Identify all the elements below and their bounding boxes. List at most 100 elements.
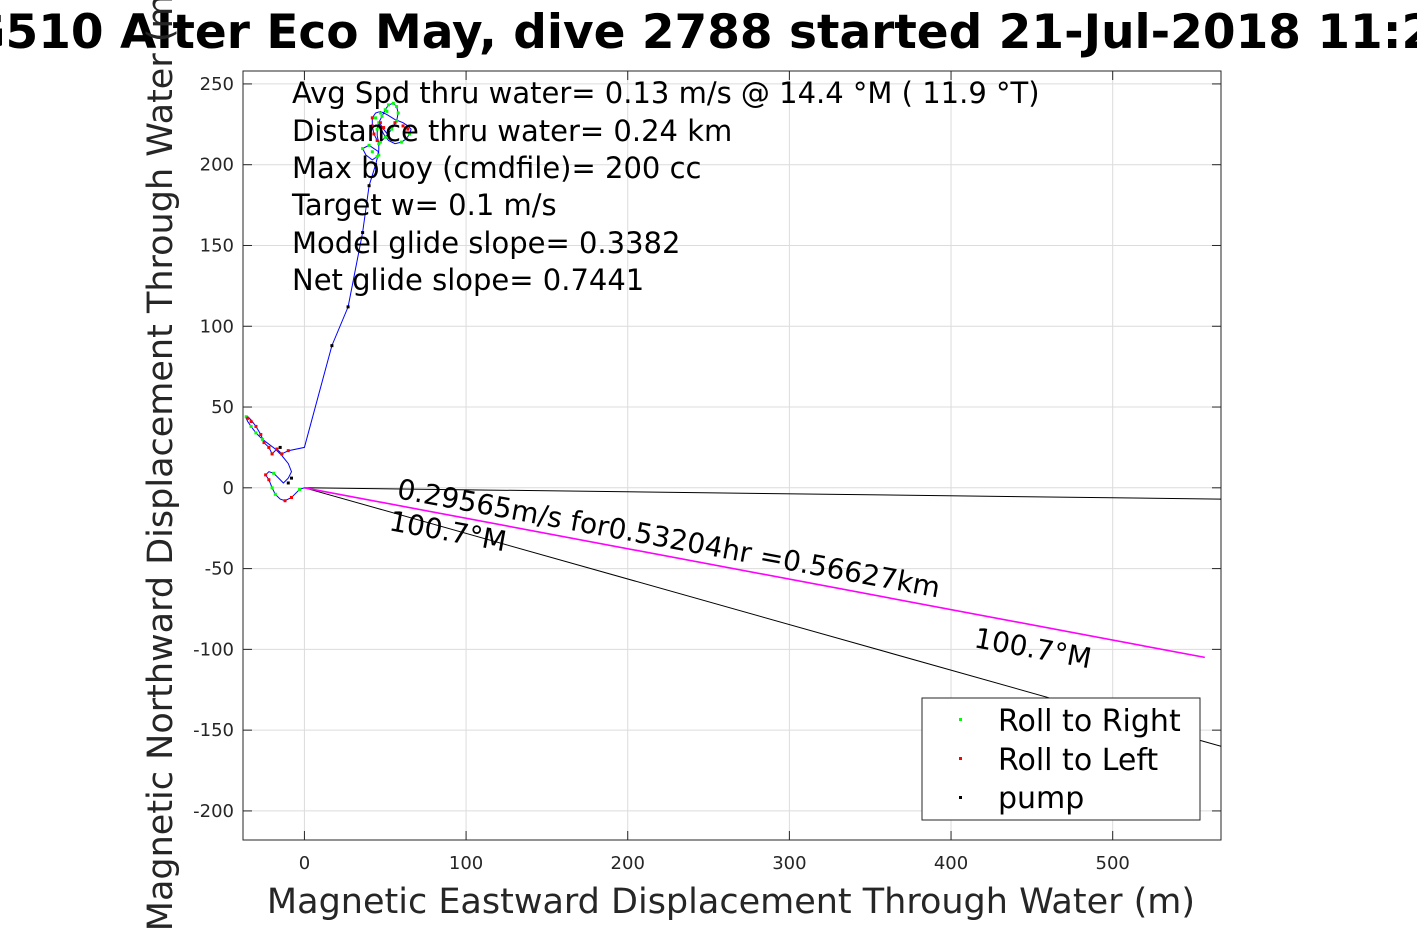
- roll-right-point: [260, 437, 264, 441]
- pump-point: [346, 305, 350, 309]
- roll-left-point: [267, 445, 271, 449]
- roll-right-point: [386, 103, 390, 107]
- plot-marks: [244, 101, 1221, 747]
- annotation-line: Net glide slope= 0.7441: [292, 263, 644, 297]
- legend-marker-pump: [959, 796, 962, 799]
- y-tick-label: 100: [200, 316, 234, 337]
- roll-right-point: [298, 487, 302, 491]
- roll-left-point: [378, 121, 382, 125]
- x-axis-label: Magnetic Eastward Displacement Through W…: [267, 882, 1195, 922]
- y-axis-label: Magnetic Northward Displacement Through …: [141, 0, 181, 931]
- chart-title: SG510 Alter Eco May, dive 2788 started 2…: [0, 5, 1417, 60]
- roll-left-point: [401, 124, 405, 128]
- roll-right-point: [404, 137, 408, 141]
- roll-right-point: [383, 135, 387, 139]
- roll-right-point: [391, 101, 395, 105]
- y-tick-label: 200: [200, 155, 234, 176]
- pump-point: [289, 476, 293, 480]
- roll-left-point: [406, 127, 410, 131]
- roll-left-point: [386, 132, 390, 136]
- annotation-line: Target w= 0.1 m/s: [291, 188, 557, 222]
- axis-tick-labels: 0 100 200 300 400 500250200150100500-50-100-1…: [193, 74, 1130, 874]
- roll-right-point: [374, 116, 378, 120]
- legend-label: pump: [998, 781, 1084, 816]
- legend-marker-roll-right: [959, 718, 962, 721]
- roll-left-point: [280, 452, 284, 456]
- y-tick-label: -50: [205, 559, 234, 580]
- roll-left-point: [382, 126, 386, 130]
- x-tick-label: 500: [1096, 853, 1130, 874]
- roll-left-point: [375, 138, 379, 142]
- legend: Roll to Right Roll to Left pump: [921, 697, 1201, 821]
- roll-left-point: [289, 496, 293, 500]
- roll-right-point: [370, 150, 374, 154]
- annotation-line: Distance thru water= 0.24 km: [292, 114, 732, 148]
- legend-marker-roll-left: [959, 757, 962, 760]
- roll-left-point: [270, 452, 274, 456]
- heading-label: 100.7°M: [972, 621, 1094, 675]
- y-tick-label: 50: [211, 397, 234, 418]
- annotation-line: Avg Spd thru water= 0.13 m/s @ 14.4 °M (…: [292, 76, 1040, 110]
- pump-point: [374, 163, 378, 167]
- roll-left-point: [267, 478, 271, 482]
- roll-right-point: [375, 155, 379, 159]
- x-tick-label: 0: [299, 853, 310, 874]
- roll-left-point: [286, 449, 290, 453]
- roll-right-point: [399, 140, 403, 144]
- roll-right-point: [390, 127, 394, 131]
- legend-box: [921, 697, 1201, 821]
- roll-left-point: [262, 441, 266, 445]
- x-tick-label: 300: [772, 853, 806, 874]
- pump-point: [286, 481, 290, 485]
- y-tick-label: 250: [200, 74, 234, 95]
- roll-right-point: [273, 492, 277, 496]
- y-tick-label: -100: [193, 639, 234, 660]
- y-tick-label: -150: [193, 720, 234, 741]
- roll-right-point: [378, 111, 382, 115]
- roll-left-point: [372, 132, 376, 136]
- legend-label: Roll to Right: [998, 704, 1181, 739]
- roll-right-point: [254, 431, 258, 435]
- roll-right-point: [249, 424, 253, 428]
- roll-right-point: [244, 415, 248, 419]
- roll-right-point: [361, 147, 365, 151]
- roll-left-point: [246, 416, 250, 420]
- pump-point: [330, 344, 334, 348]
- annotation-line: Model glide slope= 0.3382: [292, 226, 680, 260]
- roll-right-point: [270, 486, 274, 490]
- roll-left-point: [249, 420, 253, 424]
- roll-right-point: [377, 153, 381, 157]
- roll-left-point: [275, 447, 279, 451]
- x-tick-label: 100: [449, 853, 483, 874]
- y-tick-label: -200: [193, 801, 234, 822]
- legend-label: Roll to Left: [998, 743, 1158, 778]
- annotation-block: Avg Spd thru water= 0.13 m/s @ 14.4 °M (…: [291, 76, 1040, 297]
- roll-right-point: [395, 119, 399, 123]
- axis-ticks: [243, 71, 1221, 840]
- roll-right-point: [383, 108, 387, 112]
- pump-point: [361, 231, 365, 235]
- roll-left-point: [259, 432, 263, 436]
- roll-right-point: [377, 142, 381, 146]
- roll-right-point: [377, 121, 381, 125]
- x-tick-label: 400: [934, 853, 968, 874]
- y-tick-label: 150: [200, 235, 234, 256]
- roll-left-point: [370, 116, 374, 120]
- pump-point: [367, 184, 371, 188]
- roll-right-point: [378, 140, 382, 144]
- roll-left-point: [254, 424, 258, 428]
- roll-right-point: [396, 111, 400, 115]
- roll-left-point: [370, 124, 374, 128]
- roll-left-point: [393, 121, 397, 125]
- roll-left-point: [283, 499, 287, 503]
- heading-line: [304, 487, 1221, 500]
- roll-right-point: [272, 471, 276, 475]
- annotation-line: Max buoy (cmdfile)= 200 cc: [292, 151, 701, 185]
- roll-right-point: [385, 109, 389, 113]
- roll-right-point: [380, 114, 384, 118]
- y-tick-label: 0: [223, 478, 234, 499]
- roll-right-point: [375, 127, 379, 131]
- roll-right-point: [395, 105, 399, 109]
- plot-frame: [242, 70, 1222, 841]
